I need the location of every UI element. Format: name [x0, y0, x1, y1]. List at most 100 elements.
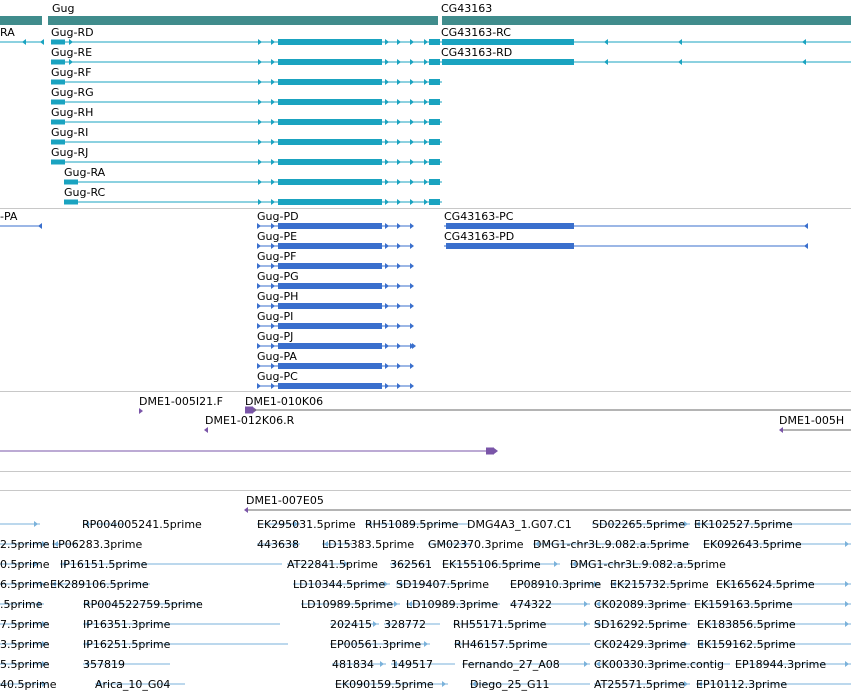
est-label[interactable]: IP16151.5prime — [60, 558, 148, 571]
transcript-label-cg43163-rd[interactable]: CG43163-RD — [441, 46, 513, 59]
est-label[interactable]: GM02370.3prime — [428, 538, 524, 551]
est-label[interactable]: 474322 — [510, 598, 552, 611]
clone-label-005i21[interactable]: DME1-005I21.F — [139, 395, 223, 408]
transcript-label-gug-re[interactable]: Gug-RE — [51, 46, 93, 59]
transcript-label-gug-rd[interactable]: Gug-RD — [51, 26, 94, 39]
transcript-label-gug-rg[interactable]: Gug-RG — [51, 86, 94, 99]
est-label[interactable]: 443638 — [257, 538, 299, 551]
est-label[interactable]: 7.5prime — [0, 618, 50, 631]
transcript-label-gug-ri[interactable]: Gug-RI — [51, 126, 89, 139]
est-label[interactable]: Diego_25_G11 — [470, 678, 550, 691]
clone-label-012k06[interactable]: DME1-012K06.R — [205, 414, 295, 427]
strand-arrow-right — [385, 383, 389, 389]
est-label[interactable]: EP00561.3prime — [330, 638, 422, 651]
strand-arrow-left — [572, 561, 576, 567]
est-label[interactable]: EP10112.3prime — [696, 678, 788, 691]
est-label[interactable]: EP18944.3prime — [735, 658, 827, 671]
est-label[interactable]: RP004005241.5prime — [82, 518, 202, 531]
est-label[interactable]: DMG1-chr3L.9.082.a.5prime — [570, 558, 726, 571]
clone-label-010k06[interactable]: DME1-010K06 — [245, 395, 324, 408]
protein-label-gug-pf[interactable]: Gug-PF — [257, 250, 297, 263]
transcript-label-gug-rh[interactable]: Gug-RH — [51, 106, 94, 119]
transcript-label-gug-rj[interactable]: Gug-RJ — [51, 146, 89, 159]
est-label[interactable]: EK183856.5prime — [697, 618, 796, 631]
est-label[interactable]: 357819 — [83, 658, 125, 671]
protein-label-gug-pj[interactable]: Gug-PJ — [257, 330, 294, 343]
est-label[interactable]: 328772 — [384, 618, 426, 631]
protein-label-cg43163-pc[interactable]: CG43163-PC — [444, 210, 514, 223]
est-label[interactable]: RH51089.5prime — [365, 518, 459, 531]
est-label[interactable]: RP004522759.5prime — [83, 598, 203, 611]
est-label[interactable]: CK02429.3prime — [594, 638, 687, 651]
est-label[interactable]: 5.5prime — [0, 658, 50, 671]
est-label[interactable]: SD02265.5prime — [592, 518, 685, 531]
est-label[interactable]: EK159163.5prime — [694, 598, 793, 611]
transcript-label-cut[interactable]: RA — [0, 26, 15, 39]
strand-arrow-right — [424, 79, 428, 85]
protein-label-gug-pe[interactable]: Gug-PE — [257, 230, 298, 243]
strand-arrow-right — [424, 119, 428, 125]
est-label[interactable]: LD10989.5prime — [301, 598, 394, 611]
est-label[interactable]: 3.5prime — [0, 638, 50, 651]
transcript-label-cg43163-rc[interactable]: CG43163-RC — [441, 26, 511, 39]
gene-bar-cg43163[interactable] — [442, 16, 851, 25]
clone-label-007e05[interactable]: DME1-007E05 — [246, 494, 324, 507]
transcript-label-gug-ra[interactable]: Gug-RA — [64, 166, 106, 179]
est-label[interactable]: EK295031.5prime — [257, 518, 356, 531]
clone-label-005h[interactable]: DME1-005H — [779, 414, 845, 427]
protein-label-gug-pg[interactable]: Gug-PG — [257, 270, 299, 283]
est-label[interactable]: SD16292.5prime — [594, 618, 687, 631]
est-label[interactable]: AT25571.5prime — [594, 678, 685, 691]
est-label[interactable]: EK102527.5prime — [694, 518, 793, 531]
protein-label-cg43163-pd[interactable]: CG43163-PD — [444, 230, 515, 243]
strand-arrow-right — [42, 661, 46, 667]
protein-label-gug-pa[interactable]: Gug-PA — [257, 350, 297, 363]
est-label[interactable]: CK02089.3prime — [594, 598, 687, 611]
protein-label-gug-ph[interactable]: Gug-PH — [257, 290, 299, 303]
est-label[interactable]: RH46157.5prime — [454, 638, 548, 651]
est-label[interactable]: EK092643.5prime — [703, 538, 802, 551]
est-label[interactable]: EK159162.5prime — [697, 638, 796, 651]
est-label[interactable]: DMG4A3_1.G07.C1 — [467, 518, 572, 531]
est-label[interactable]: SD19407.5prime — [396, 578, 489, 591]
protein-label-gug-pc[interactable]: Gug-PC — [257, 370, 298, 383]
protein-label-gug-pi[interactable]: Gug-PI — [257, 310, 294, 323]
est-label[interactable]: RH55171.5prime — [453, 618, 547, 631]
est-label[interactable]: EK090159.5prime — [335, 678, 434, 691]
strand-arrow-right — [42, 641, 46, 647]
strand-arrow-right — [271, 39, 275, 45]
transcript-label-gug-rf[interactable]: Gug-RF — [51, 66, 92, 79]
protein-label-gug-pd[interactable]: Gug-PD — [257, 210, 299, 223]
gene-label-cg43163[interactable]: CG43163 — [441, 2, 493, 15]
est-label[interactable]: LD10989.3prime — [406, 598, 499, 611]
est-label[interactable]: Fernando_27_A08 — [462, 658, 560, 671]
est-label[interactable]: 2.5prime — [0, 538, 50, 551]
est-label[interactable]: LD10344.5prime — [293, 578, 386, 591]
est-label[interactable]: IP16251.5prime — [83, 638, 171, 651]
est-label[interactable]: 40.5prime — [0, 678, 57, 691]
transcript-label-gug-rc[interactable]: Gug-RC — [64, 186, 106, 199]
est-label[interactable]: EK215732.5prime — [610, 578, 709, 591]
est-label[interactable]: IP16351.3prime — [83, 618, 171, 631]
est-label[interactable]: LD15383.5prime — [322, 538, 415, 551]
est-label[interactable]: EK165624.5prime — [716, 578, 815, 591]
est-label[interactable]: 202415 — [330, 618, 372, 631]
est-label[interactable]: 481834 — [332, 658, 374, 671]
est-label[interactable]: EK289106.5prime — [50, 578, 149, 591]
est-label[interactable]: 362561 — [390, 558, 432, 571]
est-label[interactable]: LP06283.3prime — [52, 538, 143, 551]
est-label[interactable]: EK155106.5prime — [442, 558, 541, 571]
est-label[interactable]: AT22841.5prime — [287, 558, 378, 571]
est-label[interactable]: 6.5prime — [0, 578, 50, 591]
est-label[interactable]: 149517 — [391, 658, 433, 671]
protein-label-cut[interactable]: -PA — [0, 210, 18, 223]
est-label[interactable]: EP08910.3prime — [510, 578, 602, 591]
gene-bar-left[interactable] — [0, 16, 42, 25]
est-label[interactable]: DMG1-chr3L.9.082.a.5prime — [533, 538, 689, 551]
gene-label-gug[interactable]: Gug — [52, 2, 75, 15]
gene-bar-gug[interactable] — [48, 16, 438, 25]
est-label[interactable]: CK00330.3prime.contig — [594, 658, 725, 671]
est-label[interactable]: .5prime — [0, 598, 43, 611]
est-label[interactable]: Arica_10_G04 — [95, 678, 171, 691]
est-label[interactable]: 0.5prime — [0, 558, 50, 571]
